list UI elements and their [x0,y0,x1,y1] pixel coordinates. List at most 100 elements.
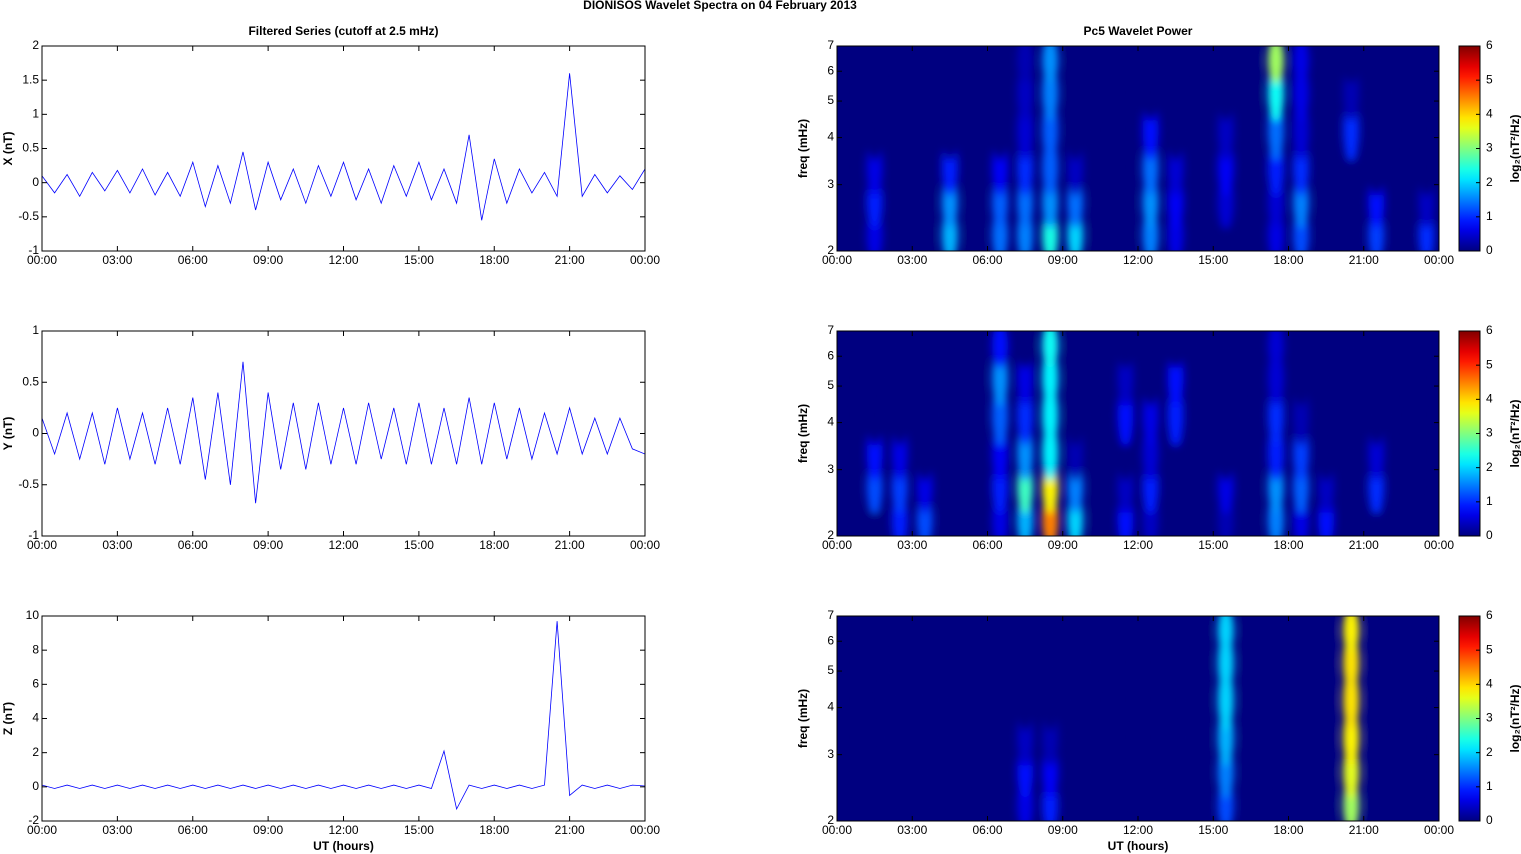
y-axis-label: freq (mHz) [796,119,810,178]
y-axis-label: freq (mHz) [796,689,810,748]
x-tick-label: 21:00 [555,823,585,837]
heatmap-cell [1092,46,1109,84]
x-tick-label: 03:00 [102,253,132,267]
colorbar-tick-label: 4 [1486,677,1493,691]
x-tick-label: 00:00 [630,823,660,837]
y-tick-label: 7 [827,608,834,622]
heatmap-cell [1418,616,1435,654]
colorbar-tick-label: 4 [1486,107,1493,121]
heatmap-cell [966,46,983,84]
y-tick-label: 6 [827,348,834,362]
y-tick-label: 1 [32,107,39,121]
x-tick-label: 03:00 [897,538,927,552]
heatmap-cell [941,331,958,369]
x-tick-label: 00:00 [27,538,57,552]
y-tick-label: 0.5 [22,374,39,388]
heatmap-cell [1267,46,1284,84]
heatmap-cell [1368,46,1385,84]
x-tick-label: 00:00 [1424,253,1454,267]
x-tick-label: 12:00 [328,253,358,267]
y-tick-label: 5 [827,93,834,107]
y-tick-label: -1 [28,243,39,257]
y-tick-label: 0 [32,779,39,793]
heatmap-cell [1217,331,1234,369]
colorbar-tick-label: 5 [1486,642,1493,656]
heatmap-cell [1318,616,1335,654]
heatmap-cell [1167,331,1184,369]
y-tick-label: 6 [827,633,834,647]
heatmap-cell [1092,331,1109,369]
heatmap-cell [866,331,883,369]
colorbar-tick-label: 5 [1486,357,1493,371]
x-tick-label: 15:00 [1198,538,1228,552]
x-tick-label: 00:00 [822,253,852,267]
y-tick-label: 4 [827,415,834,429]
heatmap-cell [891,46,908,84]
heatmap-cell [1192,46,1209,84]
y-tick-label: 0.5 [22,141,39,155]
heatmap-cell [1117,616,1134,654]
heatmap-cell [992,616,1009,654]
heatmap-cell [1242,616,1259,654]
x-tick-label: 18:00 [479,823,509,837]
x-tick-label: 18:00 [479,538,509,552]
x-tick-label: 12:00 [328,823,358,837]
y-tick-label: 2 [827,813,834,827]
x-tick-label: 09:00 [253,538,283,552]
line-series [42,621,645,811]
y-tick-label: -2 [28,813,39,827]
colorbar-tick-label: 2 [1486,460,1493,474]
heatmap-cell [916,616,933,654]
heatmap-cells [841,331,1435,536]
heatmap-cell [1418,46,1435,84]
y-axis-label: freq (mHz) [796,404,810,463]
y-axis-label: Z (nT) [1,702,15,735]
x-tick-label: 00:00 [822,823,852,837]
heatmap-cell [1267,331,1284,369]
y-tick-label: -1 [28,528,39,542]
y-tick-label: 2 [32,745,39,759]
heatmap-cell [1368,616,1385,654]
x-tick-label: 15:00 [1198,253,1228,267]
colorbar-tick-label: 6 [1486,323,1493,337]
heatmap-cell [891,331,908,369]
heatmap-cell [1142,331,1159,369]
x-tick-label: 03:00 [102,538,132,552]
x-tick-label: 21:00 [1349,538,1379,552]
heatmap-cell [1393,616,1410,654]
heatmap-cell [866,46,883,84]
heatmap-cell [1167,46,1184,84]
x-tick-label: 09:00 [253,823,283,837]
x-tick-label: 06:00 [178,538,208,552]
y-tick-label: 4 [827,130,834,144]
heatmap-cell [966,331,983,369]
heatmap-cell [1343,46,1360,84]
y-axis-label: X (nT) [1,132,15,166]
colorbar-tick-label: 5 [1486,72,1493,86]
y-tick-label: 6 [32,677,39,691]
x-tick-label: 00:00 [630,253,660,267]
heatmap [841,331,1435,536]
y-tick-label: 0 [32,426,39,440]
x-tick-label: 00:00 [822,538,852,552]
heatmap-cell [1142,46,1159,84]
x-tick-label: 00:00 [27,253,57,267]
heatmap-cell [916,331,933,369]
x-tick-label: 18:00 [1273,253,1303,267]
colorbar-tick-label: 3 [1486,141,1493,155]
x-tick-label: 12:00 [1123,253,1153,267]
y-tick-label: 3 [827,177,834,191]
x-tick-label: 00:00 [27,823,57,837]
x-tick-label: 18:00 [1273,823,1303,837]
colorbar-tick-label: 0 [1486,243,1493,257]
panel-title: Filtered Series (cutoff at 2.5 mHz) [248,24,438,38]
heatmap-cell [1318,46,1335,84]
heatmap-cell [841,616,858,654]
x-tick-label: 00:00 [1424,538,1454,552]
heatmap-cell [992,331,1009,369]
heatmap-background [837,331,1439,536]
heatmap-cell [1242,46,1259,84]
heatmap-cell [1067,331,1084,369]
x-tick-label: 00:00 [1424,823,1454,837]
colorbar-label: log₂(nT²/Hz) [1508,685,1521,753]
